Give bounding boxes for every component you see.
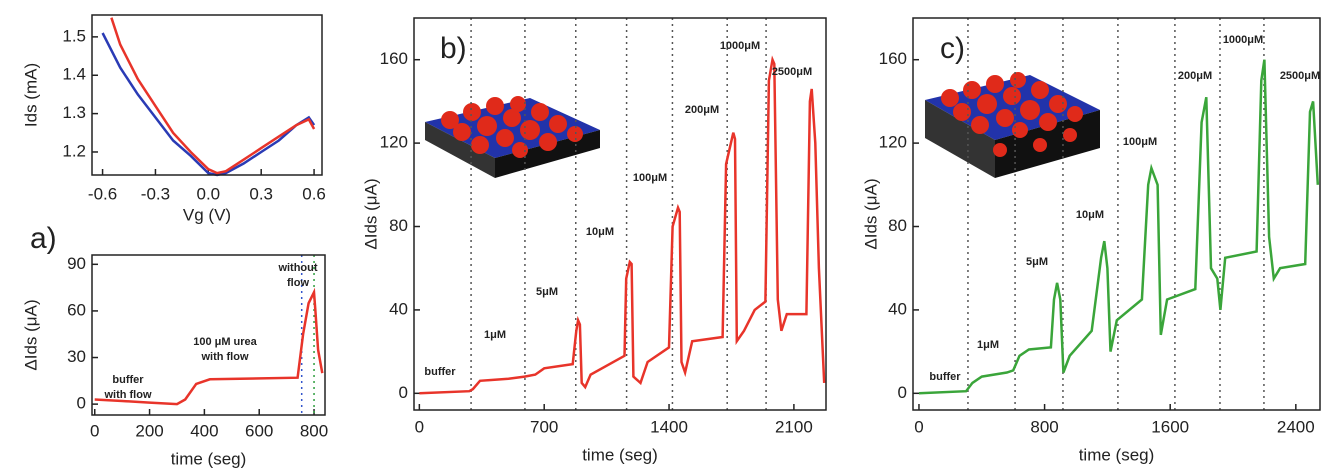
y-axis-label: ΔIds (μA): [861, 178, 880, 249]
annotation: buffer: [929, 371, 961, 383]
x-axis-label: time (seg): [582, 445, 658, 464]
y-axis-label: ΔIds (μA): [21, 299, 40, 370]
x-tick-label: 1600: [1151, 417, 1189, 436]
annotation: 5μM: [536, 286, 558, 298]
plot-frame: [91, 254, 326, 416]
x-axis-label: time (seg): [1079, 445, 1155, 464]
annotation: buffer: [424, 366, 456, 378]
x-axis-label: time (seg): [171, 449, 247, 468]
y-tick-label: 1.3: [62, 103, 86, 122]
annotation: 5μM: [1026, 256, 1048, 268]
x-tick-label: 0: [415, 417, 424, 436]
data-line: [110, 17, 316, 175]
panel-label: b): [440, 32, 467, 65]
y-tick-label: 80: [389, 216, 408, 235]
x-tick-label: 2400: [1277, 417, 1315, 436]
x-tick-label: 200: [135, 421, 163, 440]
annotation: 10μM: [586, 226, 614, 238]
data-line: [101, 32, 316, 177]
y-tick-label: 160: [380, 49, 408, 68]
annotation: with flow: [103, 389, 151, 401]
annotation: 2500μM: [1280, 70, 1320, 82]
annotation: buffer: [112, 374, 144, 386]
x-tick-label: 400: [190, 421, 218, 440]
y-axis-label: ΔIds (μA): [361, 178, 380, 249]
x-tick-label: 2100: [775, 417, 813, 436]
y-tick-label: 0: [399, 383, 408, 402]
annotation: with flow: [200, 351, 248, 363]
y-tick-label: 160: [879, 49, 907, 68]
x-tick-label: -0.6: [88, 184, 117, 203]
x-tick-label: 0.0: [197, 184, 221, 203]
annotation: 100μM: [633, 172, 667, 184]
x-tick-label: -0.3: [141, 184, 170, 203]
x-tick-label: 0.3: [249, 184, 273, 203]
annotation: 1000μM: [720, 40, 760, 52]
annotation: 1000μM: [1223, 34, 1263, 46]
x-axis-label: Vg (V): [183, 205, 231, 224]
annotation: 10μM: [1076, 209, 1104, 221]
annotation: 100 μM urea: [193, 336, 257, 348]
panel-label: a): [30, 222, 57, 255]
data-line: [419, 55, 826, 395]
y-tick-label: 120: [879, 133, 907, 152]
annotation: 2500μM: [772, 66, 812, 78]
data-line: [918, 59, 1320, 395]
y-tick-label: 40: [888, 299, 907, 318]
plot-frame: [912, 17, 1321, 411]
annotation: 100μM: [1123, 136, 1157, 148]
x-tick-label: 1400: [650, 417, 688, 436]
x-tick-label: 0: [90, 421, 99, 440]
annotation: flow: [287, 277, 309, 289]
x-tick-label: 800: [300, 421, 328, 440]
annotation: without: [277, 262, 317, 274]
y-tick-label: 80: [888, 216, 907, 235]
y-tick-label: 0: [77, 394, 86, 413]
y-tick-label: 90: [67, 254, 86, 273]
x-tick-label: 0: [914, 417, 923, 436]
x-tick-label: 0.6: [302, 184, 326, 203]
plot-frame: [413, 17, 827, 411]
annotation: 1μM: [977, 339, 999, 351]
panel-label: c): [940, 32, 965, 65]
y-tick-label: 30: [67, 347, 86, 366]
y-tick-label: 0: [898, 383, 907, 402]
inset-b: [425, 96, 600, 178]
y-tick-label: 1.4: [62, 65, 86, 84]
annotation: 200μM: [685, 104, 719, 116]
x-tick-label: 600: [245, 421, 273, 440]
y-tick-label: 40: [389, 299, 408, 318]
plot-frame: [91, 14, 323, 176]
inset-c: [925, 72, 1100, 178]
y-tick-label: 60: [67, 300, 86, 319]
y-axis-label: Ids (mA): [21, 63, 40, 127]
y-tick-label: 1.2: [62, 141, 86, 160]
data-line: [94, 287, 324, 406]
y-tick-label: 1.5: [62, 26, 86, 45]
x-tick-label: 800: [1030, 417, 1058, 436]
x-tick-label: 700: [530, 417, 558, 436]
y-tick-label: 120: [380, 133, 408, 152]
annotation: 1μM: [484, 329, 506, 341]
annotation: 200μM: [1178, 70, 1212, 82]
